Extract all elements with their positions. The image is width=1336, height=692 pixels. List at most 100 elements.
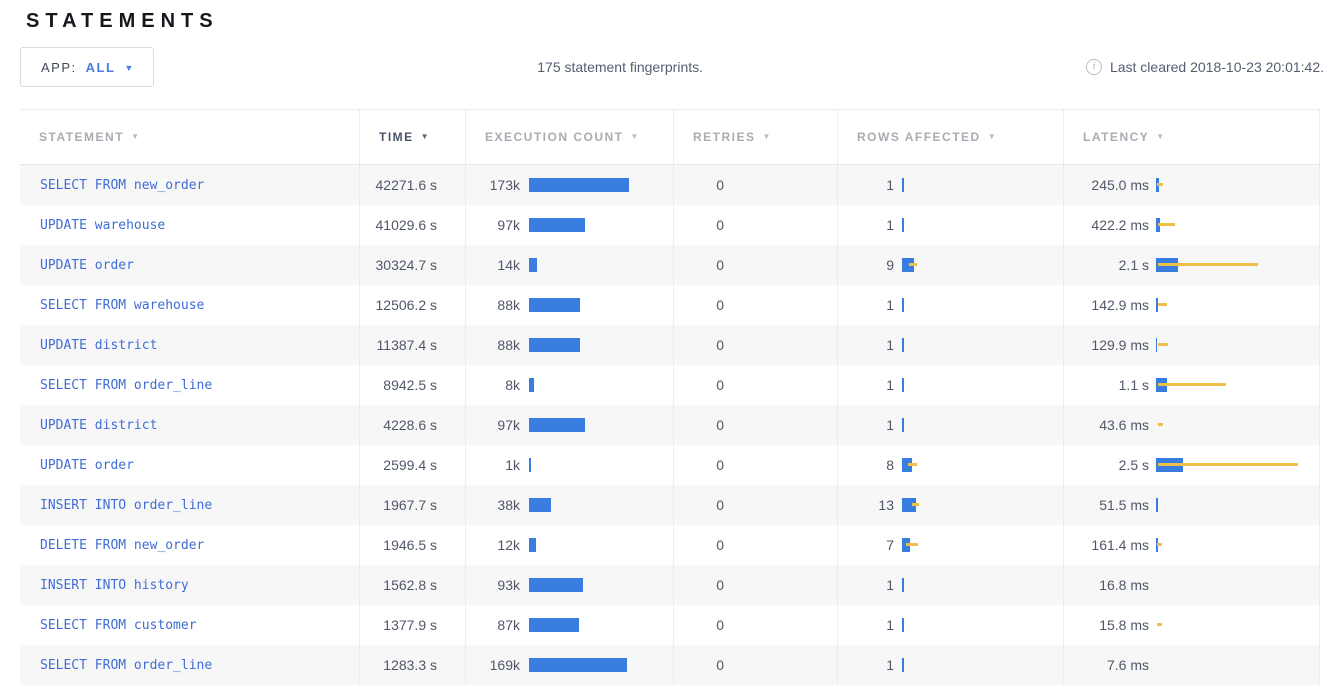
bar-graph bbox=[1156, 538, 1319, 552]
stddev-bar bbox=[1158, 223, 1175, 226]
statement-link[interactable]: UPDATE order bbox=[40, 257, 134, 273]
mean-bar bbox=[902, 338, 904, 352]
statement-link[interactable]: UPDATE district bbox=[40, 337, 158, 353]
statement-link[interactable]: SELECT FROM customer bbox=[40, 617, 197, 633]
rows-affected-cell: 1 bbox=[838, 565, 1064, 605]
stddev-bar bbox=[1158, 383, 1226, 386]
table-row: SELECT FROM warehouse 12506.2 s 88k 0 1 142.9… bbox=[20, 285, 1320, 325]
mean-bar bbox=[902, 258, 914, 272]
execution-count-value: 87k bbox=[497, 617, 520, 633]
stddev-bar bbox=[1157, 623, 1162, 626]
retries-cell: 0 bbox=[674, 445, 838, 485]
time-cell: 2599.4 s bbox=[360, 445, 466, 485]
table-row: INSERT INTO order_line 1967.7 s 38k 0 13 51.5… bbox=[20, 485, 1320, 525]
rows-affected-cell: 1 bbox=[838, 645, 1064, 685]
rows-affected-value: 9 bbox=[886, 257, 894, 273]
time-cell: 4228.6 s bbox=[360, 405, 466, 445]
bar-graph bbox=[902, 458, 1063, 472]
column-header-rows-affected[interactable]: ROWS AFFECTED ▼ bbox=[838, 110, 1064, 164]
execution-count-cell: 169k bbox=[466, 645, 674, 685]
execution-count-value: 88k bbox=[497, 337, 520, 353]
statement-link[interactable]: SELECT FROM order_line bbox=[40, 657, 213, 673]
bar-graph bbox=[902, 218, 1063, 232]
rows-affected-cell: 7 bbox=[838, 525, 1064, 565]
statements-page: STATEMENTS APP: ALL ▼ 175 statement fing… bbox=[0, 10, 1336, 692]
statement-link[interactable]: SELECT FROM new_order bbox=[40, 177, 205, 193]
stddev-bar bbox=[1158, 343, 1168, 346]
latency-cell: 43.6 ms bbox=[1064, 405, 1320, 445]
execution-count-value: 93k bbox=[497, 577, 520, 593]
bar-graph bbox=[1156, 498, 1319, 512]
execution-count-cell: 14k bbox=[466, 245, 674, 285]
rows-affected-cell: 1 bbox=[838, 605, 1064, 645]
mean-bar bbox=[1156, 338, 1157, 352]
execution-count-cell: 87k bbox=[466, 605, 674, 645]
execution-count-value: 8k bbox=[505, 377, 520, 393]
mean-bar bbox=[902, 218, 904, 232]
execution-count-cell: 97k bbox=[466, 205, 674, 245]
table-row: DELETE FROM new_order 1946.5 s 12k 0 7 161.4 … bbox=[20, 525, 1320, 565]
time-cell: 1283.3 s bbox=[360, 645, 466, 685]
statement-link[interactable]: DELETE FROM new_order bbox=[40, 537, 205, 553]
execution-count-cell: 97k bbox=[466, 405, 674, 445]
execution-count-cell: 88k bbox=[466, 325, 674, 365]
column-header-retries[interactable]: RETRIES ▼ bbox=[674, 110, 838, 164]
rows-affected-cell: 13 bbox=[838, 485, 1064, 525]
statement-link[interactable]: UPDATE district bbox=[40, 417, 158, 433]
latency-value: 142.9 ms bbox=[1091, 297, 1149, 313]
time-cell: 1377.9 s bbox=[360, 605, 466, 645]
statement-link[interactable]: INSERT INTO history bbox=[40, 577, 189, 593]
retries-cell: 0 bbox=[674, 245, 838, 285]
rows-affected-value: 1 bbox=[886, 417, 894, 433]
bar-graph bbox=[529, 338, 673, 352]
rows-affected-cell: 1 bbox=[838, 365, 1064, 405]
statement-cell: SELECT FROM order_line bbox=[20, 645, 360, 685]
bar-graph bbox=[529, 578, 673, 592]
statement-link[interactable]: UPDATE warehouse bbox=[40, 217, 166, 233]
time-cell: 1967.7 s bbox=[360, 485, 466, 525]
mean-bar bbox=[529, 178, 629, 192]
execution-count-value: 169k bbox=[489, 657, 520, 673]
rows-affected-cell: 1 bbox=[838, 205, 1064, 245]
retries-value: 0 bbox=[716, 497, 724, 513]
sort-arrow-icon: ▼ bbox=[131, 131, 141, 141]
column-header-label: EXECUTION COUNT bbox=[485, 130, 624, 144]
bar-graph bbox=[529, 538, 673, 552]
statement-link[interactable]: SELECT FROM order_line bbox=[40, 377, 213, 393]
statement-link[interactable]: INSERT INTO order_line bbox=[40, 497, 213, 513]
latency-cell: 129.9 ms bbox=[1064, 325, 1320, 365]
table-row: SELECT FROM new_order 42271.6 s 173k 0 1 245.… bbox=[20, 165, 1320, 205]
column-header-time[interactable]: TIME ▼ bbox=[360, 110, 466, 164]
statement-cell: UPDATE district bbox=[20, 405, 360, 445]
execution-count-value: 97k bbox=[497, 217, 520, 233]
statement-link[interactable]: UPDATE order bbox=[40, 457, 134, 473]
table-row: UPDATE warehouse 41029.6 s 97k 0 1 422.2 ms bbox=[20, 205, 1320, 245]
rows-affected-value: 1 bbox=[886, 377, 894, 393]
statement-cell: SELECT FROM customer bbox=[20, 605, 360, 645]
column-header-statement[interactable]: STATEMENT ▼ bbox=[20, 110, 360, 164]
execution-count-value: 173k bbox=[489, 177, 520, 193]
latency-cell: 161.4 ms bbox=[1064, 525, 1320, 565]
bar-graph bbox=[529, 418, 673, 432]
statement-cell: SELECT FROM warehouse bbox=[20, 285, 360, 325]
retries-cell: 0 bbox=[674, 525, 838, 565]
column-header-label: STATEMENT bbox=[39, 130, 125, 144]
app-filter-dropdown[interactable]: APP: ALL ▼ bbox=[20, 47, 155, 87]
bar-graph bbox=[529, 658, 673, 672]
statement-link[interactable]: SELECT FROM warehouse bbox=[40, 297, 205, 313]
latency-value: 422.2 ms bbox=[1091, 217, 1149, 233]
column-header-execution-count[interactable]: EXECUTION COUNT ▼ bbox=[466, 110, 674, 164]
latency-value: 16.8 ms bbox=[1099, 577, 1149, 593]
latency-cell: 16.8 ms bbox=[1064, 565, 1320, 605]
latency-value: 51.5 ms bbox=[1099, 497, 1149, 513]
info-icon[interactable]: i bbox=[1085, 59, 1102, 75]
latency-value: 2.5 s bbox=[1118, 457, 1149, 473]
time-cell: 42271.6 s bbox=[360, 165, 466, 205]
execution-count-value: 38k bbox=[497, 497, 520, 513]
mean-bar bbox=[529, 258, 537, 272]
column-header-latency[interactable]: LATENCY ▼ bbox=[1064, 110, 1320, 164]
mean-bar bbox=[902, 298, 904, 312]
page-title: STATEMENTS bbox=[26, 10, 219, 32]
retries-cell: 0 bbox=[674, 205, 838, 245]
stddev-bar bbox=[1158, 303, 1167, 306]
